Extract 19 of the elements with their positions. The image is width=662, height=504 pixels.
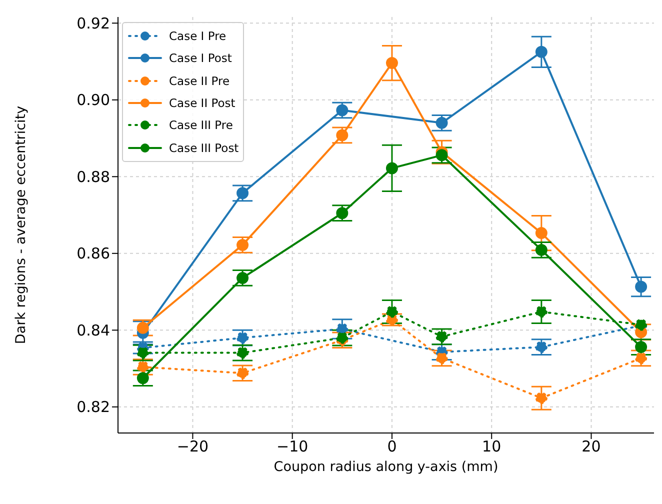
y-tick-label: 0.82	[76, 398, 110, 416]
y-axis-title: Dark regions - average eccentricity	[12, 106, 29, 344]
x-tick-label: −20	[176, 438, 209, 456]
x-tick-label: −10	[276, 438, 308, 456]
y-tick-label: 0.90	[76, 91, 110, 110]
legend-label: Case I Pre	[169, 29, 226, 44]
legend-label: Case II Pre	[169, 74, 230, 88]
y-tick-label: 0.88	[76, 168, 110, 186]
y-tick-label: 0.84	[76, 321, 110, 340]
legend-label: Case I Post	[169, 51, 232, 66]
x-axis-title: Coupon radius along y-axis (mm)	[274, 459, 498, 475]
legend-label: Case III Post	[169, 140, 239, 155]
legend-label: Case II Post	[169, 96, 236, 110]
y-tick-label: 0.92	[76, 14, 110, 32]
x-tick-label: 10	[482, 438, 502, 456]
y-tick-label: 0.86	[76, 244, 110, 263]
legend-label: Case III Pre	[169, 118, 233, 132]
x-tick-label: 20	[582, 438, 601, 456]
x-tick-label: 0	[387, 438, 397, 456]
